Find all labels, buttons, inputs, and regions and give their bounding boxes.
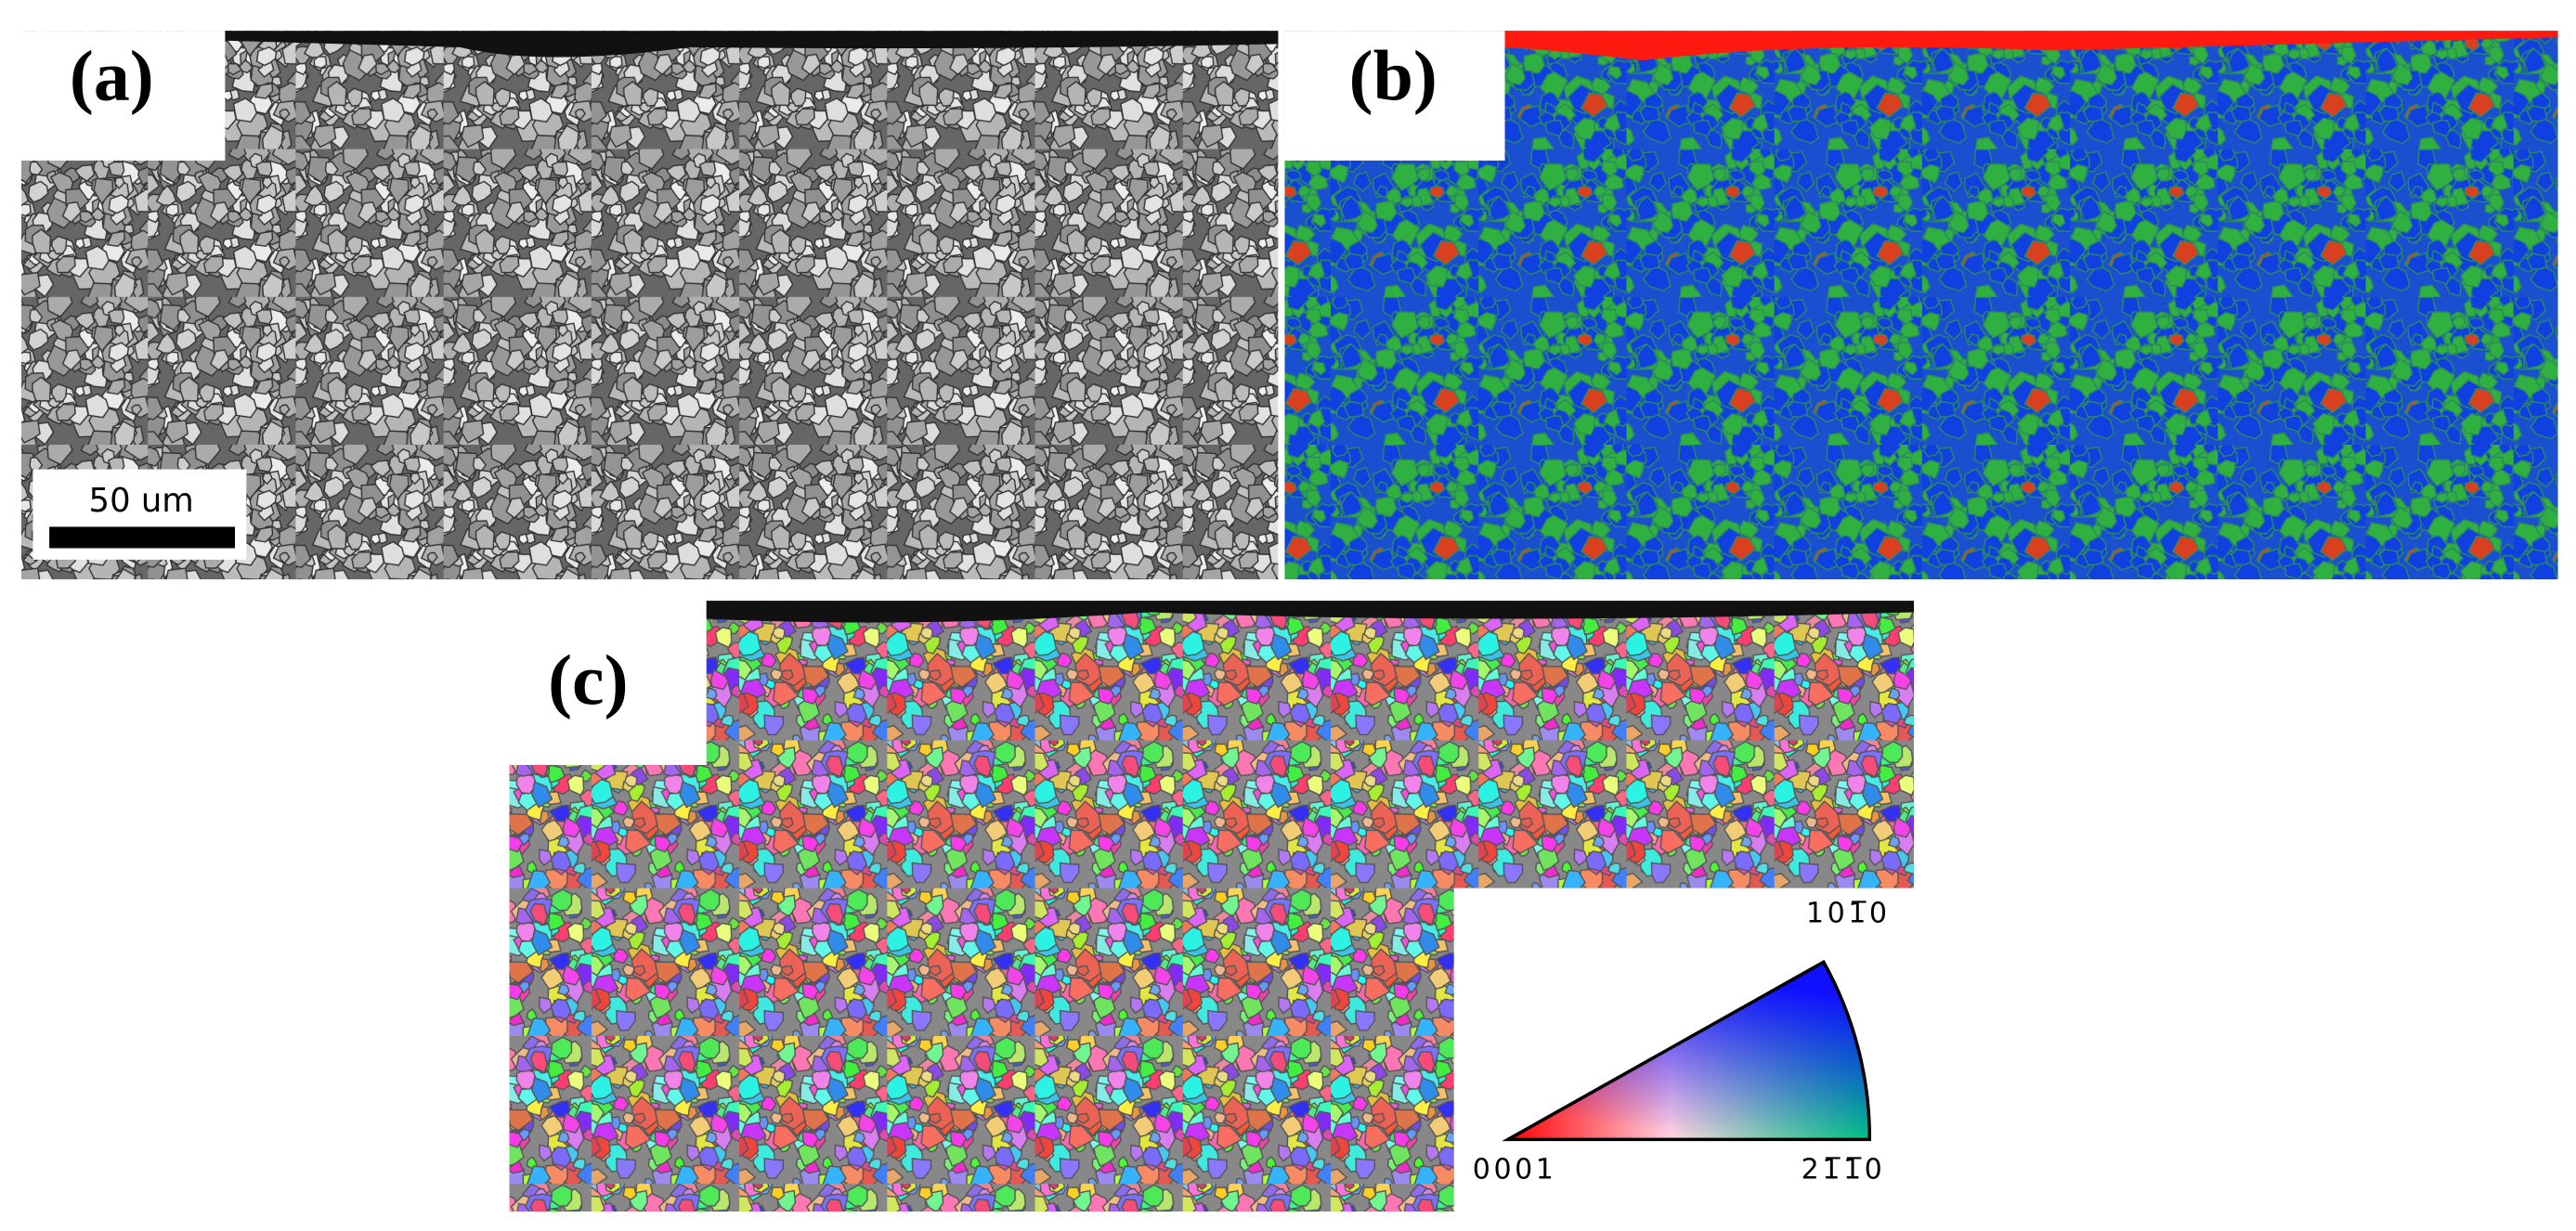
surface-c <box>706 601 1915 623</box>
panel-label: (c) <box>548 641 628 720</box>
label-box <box>1284 31 1505 161</box>
ipf-legend-outline <box>1502 959 1872 1142</box>
label-box <box>20 31 226 161</box>
legend-label: 101̅0 <box>1806 897 1891 929</box>
scale-label: 50 um <box>89 482 194 520</box>
panel-label: (a) <box>70 36 154 116</box>
scale-bar <box>49 526 235 549</box>
legend-label: 0001 <box>1473 1153 1557 1186</box>
legend-label: 21̅1̅0 <box>1802 1153 1886 1186</box>
surface-a <box>225 31 1279 58</box>
panel-label: (b) <box>1349 36 1438 116</box>
surface-b <box>1504 31 2558 61</box>
